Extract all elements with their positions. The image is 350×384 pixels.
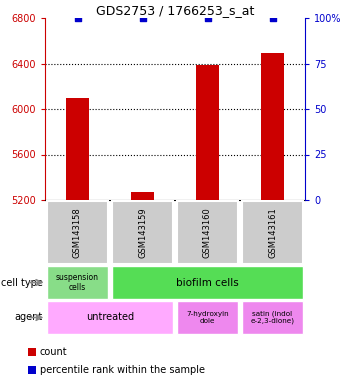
Text: suspension
cells: suspension cells [56, 273, 99, 292]
Text: percentile rank within the sample: percentile rank within the sample [40, 365, 205, 375]
Text: untreated: untreated [86, 313, 134, 323]
Text: cell type: cell type [0, 278, 42, 288]
Bar [261, 53, 284, 200]
Bar [28, 348, 36, 356]
Text: GSM143161: GSM143161 [268, 207, 277, 258]
Bar [177, 301, 238, 334]
Bar [177, 201, 238, 264]
Bar [242, 201, 303, 264]
Bar [112, 266, 303, 299]
Text: agent: agent [14, 313, 42, 323]
Text: GSM143159: GSM143159 [138, 207, 147, 258]
Point [75, 15, 80, 21]
Text: satin (indol
e-2,3-dione): satin (indol e-2,3-dione) [251, 311, 294, 324]
Bar [47, 301, 173, 334]
Bar [131, 192, 154, 200]
Point [270, 15, 275, 21]
Text: biofilm cells: biofilm cells [176, 278, 239, 288]
Bar [112, 201, 173, 264]
Title: GDS2753 / 1766253_s_at: GDS2753 / 1766253_s_at [96, 4, 254, 17]
Bar [242, 301, 303, 334]
Point [140, 15, 145, 21]
Text: GSM143158: GSM143158 [73, 207, 82, 258]
Bar [28, 366, 36, 374]
Point [205, 15, 210, 21]
Bar [196, 65, 219, 200]
Bar [66, 98, 89, 200]
Text: GSM143160: GSM143160 [203, 207, 212, 258]
Text: count: count [40, 347, 68, 357]
Bar [47, 266, 108, 299]
Bar [47, 201, 108, 264]
Text: 7-hydroxyin
dole: 7-hydroxyin dole [186, 311, 229, 324]
